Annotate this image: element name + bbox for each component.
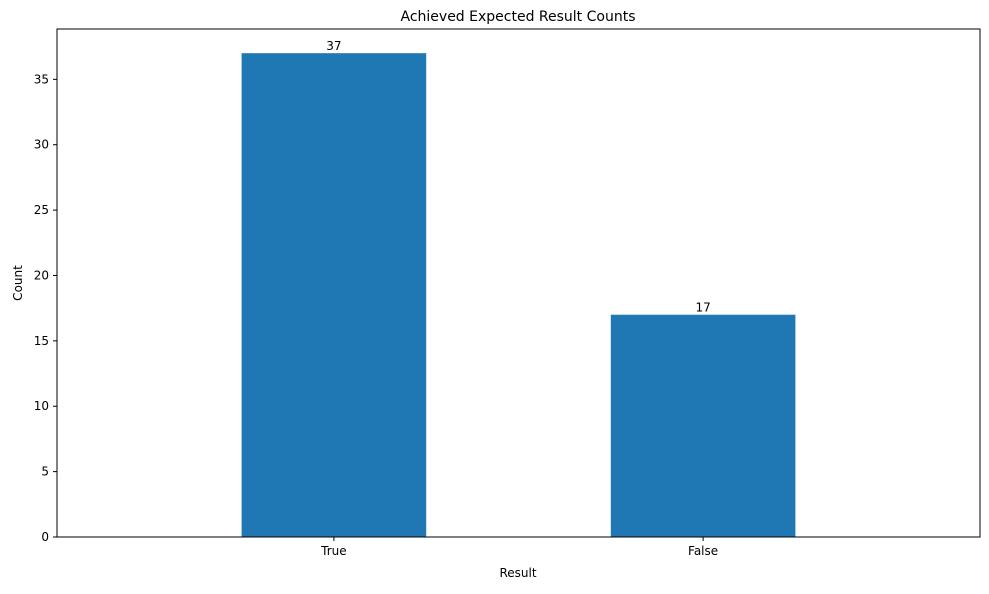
y-tick-label: 5	[41, 465, 49, 479]
chart-title: Achieved Expected Result Counts	[401, 9, 636, 25]
bar-value-label: 17	[695, 301, 710, 315]
bar-value-label: 37	[326, 39, 341, 53]
y-axis: 0 5 10 15 20 25 30 35	[34, 72, 57, 544]
y-tick-label: 30	[34, 138, 49, 152]
y-tick-label: 25	[34, 203, 49, 217]
y-tick-label: 15	[34, 334, 49, 348]
bar-true	[241, 53, 427, 537]
bar-labels-layer: 37 17	[326, 39, 710, 315]
y-tick-label: 0	[41, 530, 49, 544]
y-tick-label: 10	[34, 399, 49, 413]
bar-false	[610, 314, 796, 537]
x-tick-label: False	[688, 544, 718, 558]
x-axis-label: Result	[499, 566, 536, 580]
y-tick-label: 35	[34, 72, 49, 86]
x-axis: True False	[320, 537, 718, 558]
bars-layer	[241, 53, 796, 537]
y-tick-label: 20	[34, 268, 49, 282]
plot-frame	[56, 28, 981, 538]
y-axis-label: Count	[11, 265, 25, 301]
x-tick-label: True	[320, 544, 347, 558]
